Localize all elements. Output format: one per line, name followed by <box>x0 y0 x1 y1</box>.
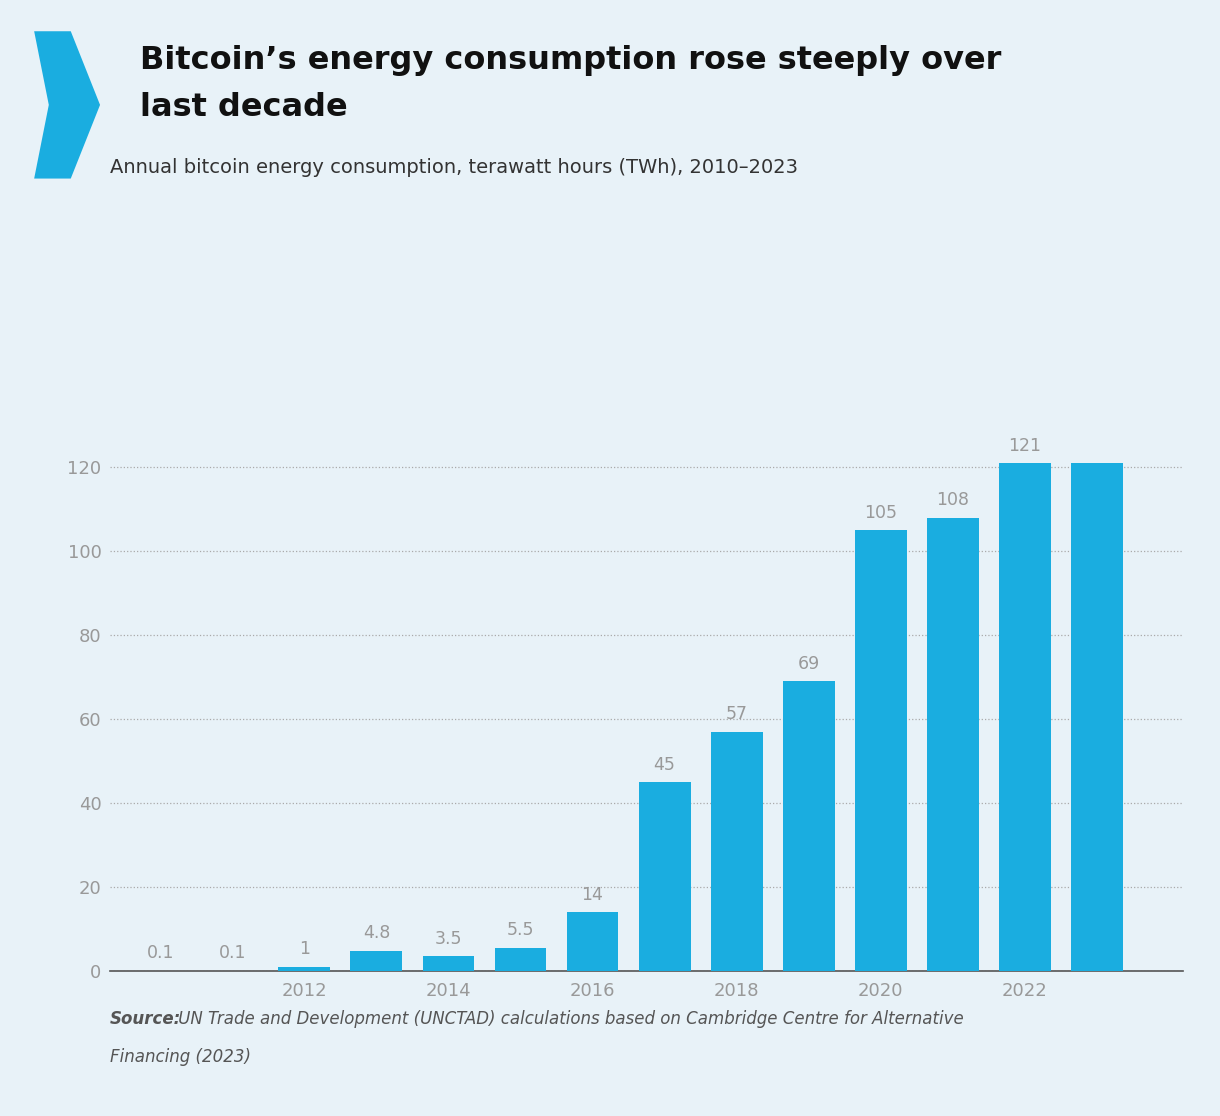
Bar <box>639 782 691 971</box>
Text: 14: 14 <box>582 886 604 904</box>
Bar <box>1071 463 1122 971</box>
Text: Bitcoin’s energy consumption rose steeply over: Bitcoin’s energy consumption rose steepl… <box>140 45 1002 76</box>
Bar <box>566 912 619 971</box>
Bar <box>494 947 547 971</box>
Text: 69: 69 <box>798 655 820 673</box>
Bar <box>422 956 475 971</box>
Text: 121: 121 <box>1009 436 1042 455</box>
Bar <box>999 463 1050 971</box>
Bar <box>927 518 978 971</box>
Text: Annual bitcoin energy consumption, terawatt hours (TWh), 2010–2023: Annual bitcoin energy consumption, teraw… <box>110 158 798 177</box>
Bar <box>711 732 762 971</box>
Text: 105: 105 <box>864 504 897 522</box>
Text: 0.1: 0.1 <box>218 944 246 962</box>
Bar <box>350 951 403 971</box>
Text: UN Trade and Development (UNCTAD) calculations based on Cambridge Centre for Alt: UN Trade and Development (UNCTAD) calcul… <box>173 1010 964 1028</box>
Text: 5.5: 5.5 <box>506 922 534 940</box>
Text: last decade: last decade <box>140 92 348 123</box>
Text: 45: 45 <box>654 756 676 773</box>
Bar <box>783 682 834 971</box>
Text: 4.8: 4.8 <box>362 924 390 942</box>
Bar <box>855 530 906 971</box>
Text: 3.5: 3.5 <box>434 930 462 947</box>
Text: Financing (2023): Financing (2023) <box>110 1048 251 1066</box>
Text: 1: 1 <box>299 941 310 959</box>
Bar <box>278 966 331 971</box>
Text: 0.1: 0.1 <box>146 944 174 962</box>
Text: Source:: Source: <box>110 1010 181 1028</box>
Text: 57: 57 <box>726 705 748 723</box>
Text: 108: 108 <box>936 491 970 509</box>
